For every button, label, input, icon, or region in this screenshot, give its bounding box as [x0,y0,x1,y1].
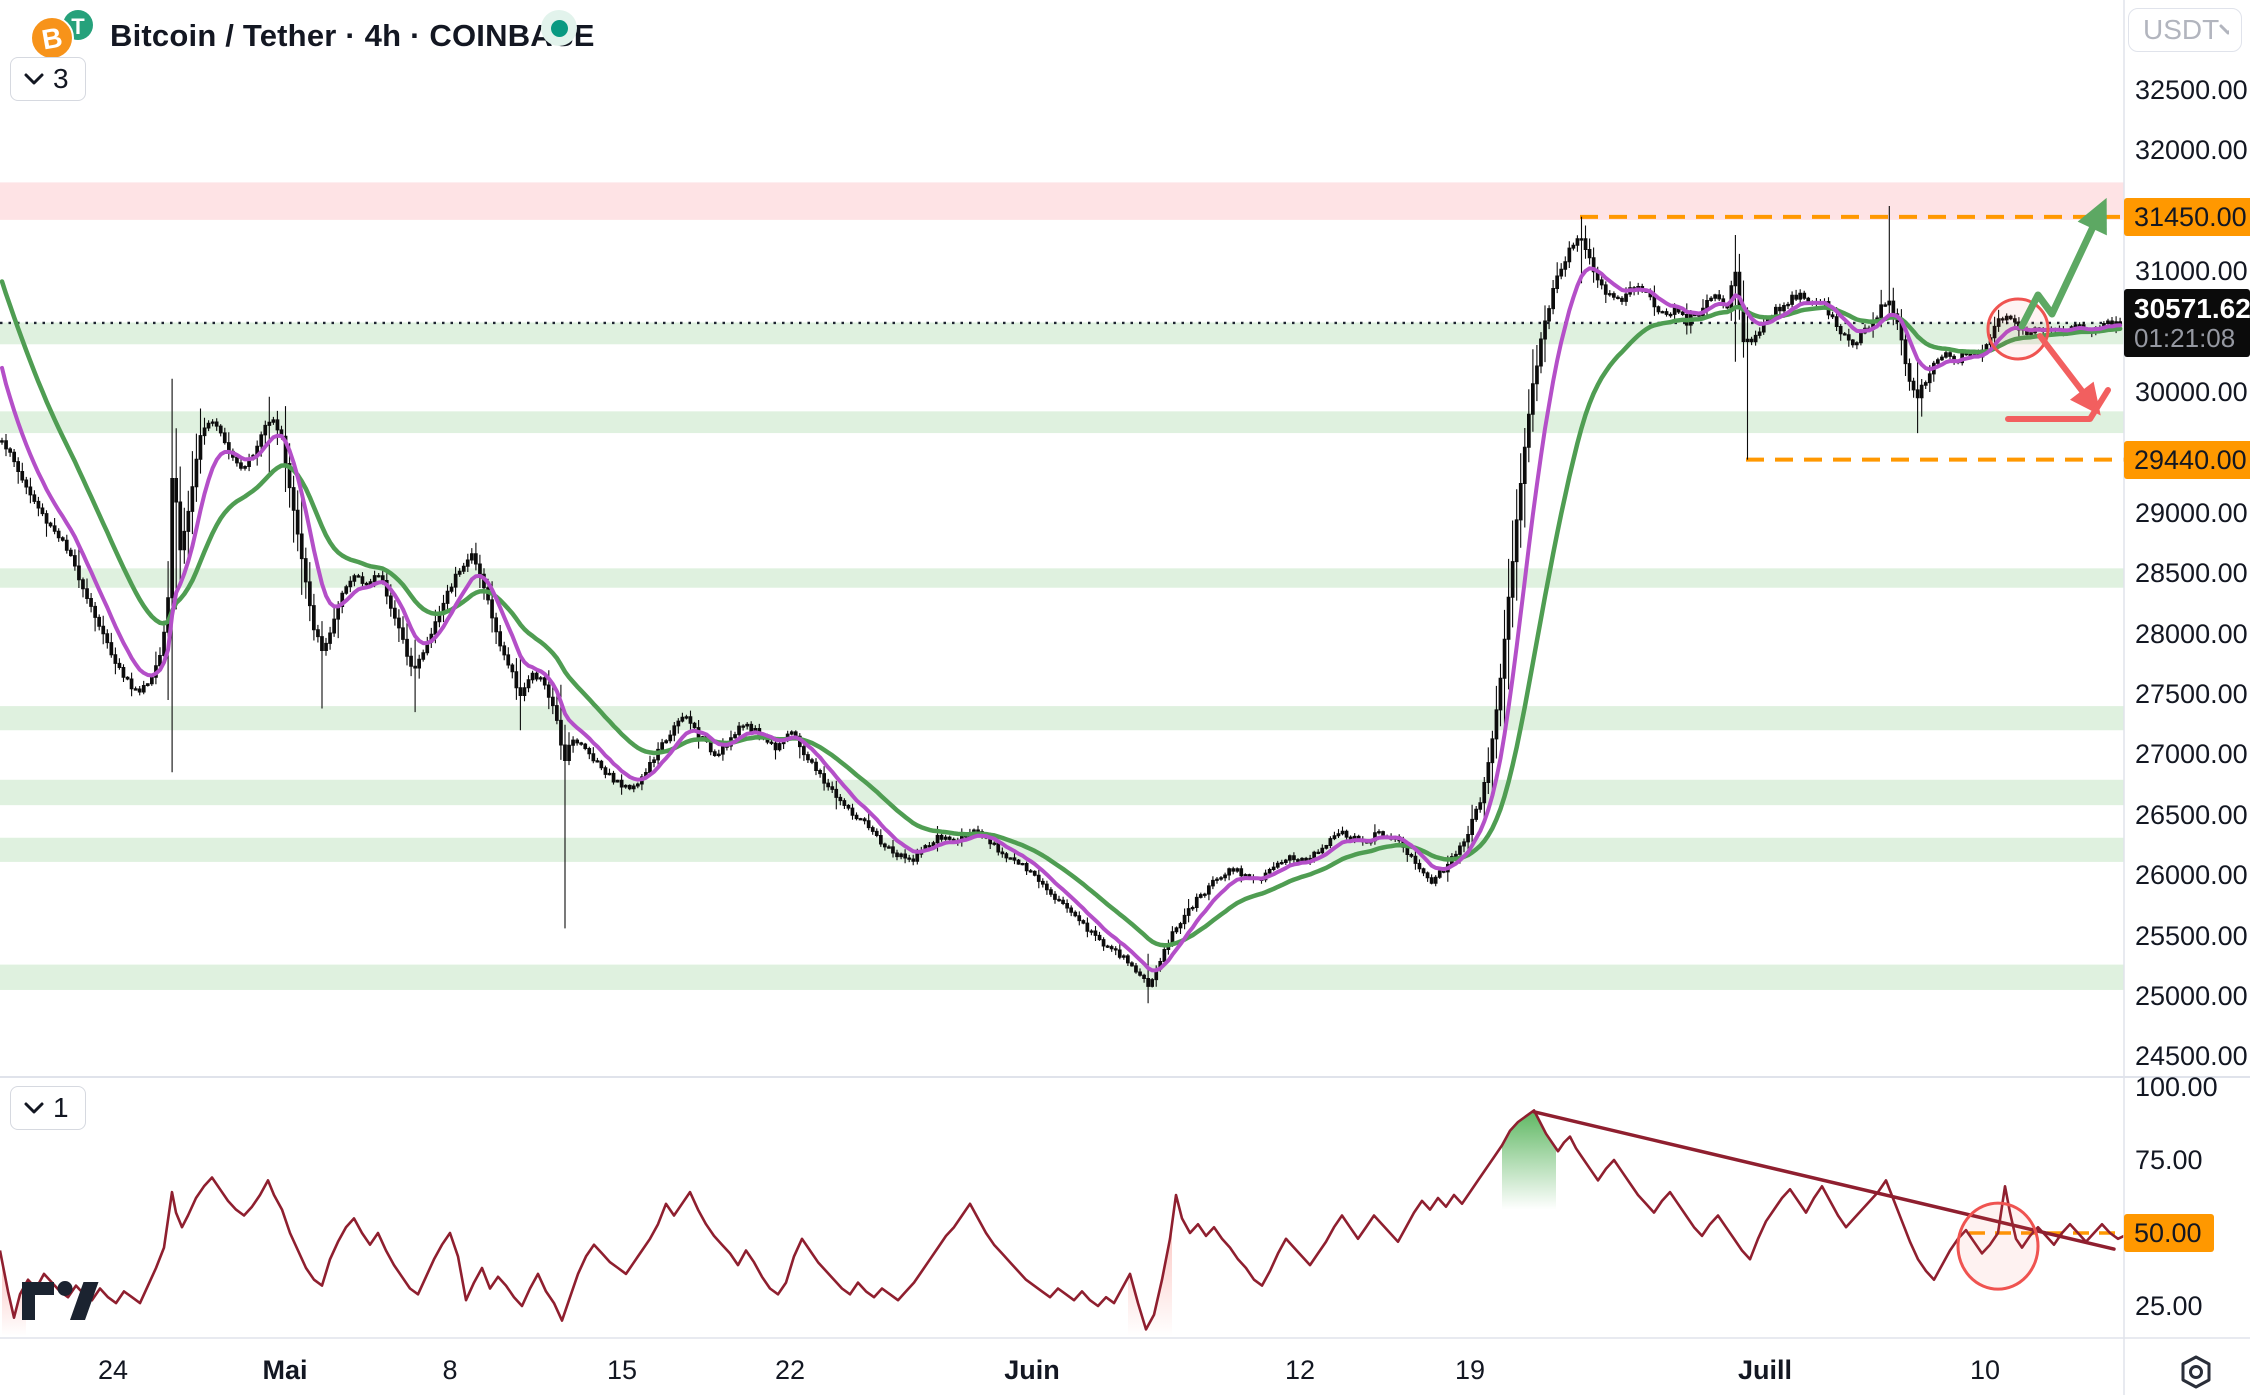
time-axis-tick[interactable]: 22 [774,1355,806,1385]
price-scale-tick: 32000.00 [2135,135,2248,166]
price-scale-tick: 32500.00 [2135,75,2248,105]
oscillator-line[interactable] [0,1109,2125,1331]
indicators-count: 3 [53,63,69,94]
time-axis-tick[interactable]: 10 [1969,1355,2001,1385]
bitcoin-tether-icon: T B [30,10,93,60]
level-zone [0,568,2124,588]
chevron-down-icon [2219,24,2229,35]
market-status[interactable] [541,10,577,46]
tradingview-logo[interactable] [20,1278,100,1324]
time-axis-tick[interactable]: Mai [262,1355,308,1385]
time-axis-tick[interactable]: 8 [442,1355,458,1385]
bar-countdown: 01:21:08 [2134,322,2236,353]
price-highlight-circle[interactable] [1986,297,2050,361]
time-axis-tick[interactable]: Juin [1004,1355,1060,1385]
oscillator-trendline[interactable] [1532,1110,2116,1251]
oscillator-count: 1 [53,1092,69,1123]
level-zone [0,322,2124,345]
currency-select[interactable]: USDT [2128,8,2242,52]
price-scale-tick: 24500.00 [2135,1041,2248,1072]
level-zone [0,706,2124,731]
price-scale-tick: 26000.00 [2135,860,2248,891]
price-scale-tick: 30000.00 [2135,377,2248,407]
price-scale-tick: 29000.00 [2135,497,2248,528]
oscillator-collapse-button[interactable]: 1 [10,1086,86,1130]
last-price-value: 30571.62 [2134,292,2250,324]
oscillator-dip-fill [1128,1224,1172,1336]
arrowhead-icon [2069,381,2101,416]
price-level-label: 29440.00 [2124,440,2250,479]
ma-line-fast[interactable] [0,266,2123,973]
price-scale-tick: 27000.00 [2135,739,2248,770]
level-zone [0,837,2124,862]
oscillator-scale-tick: 75.00 [2135,1145,2203,1175]
ma-line-slow[interactable] [0,279,2123,948]
symbol-legend[interactable]: T B Bitcoin / Tether · 4h · COINBASE [14,6,595,66]
level-zone [0,779,2124,806]
price-scale-tick: 28500.00 [2135,558,2248,589]
time-axis-tick[interactable]: 24 [97,1355,129,1385]
level-zone [0,964,2124,990]
arrowhead-icon [2077,197,2107,236]
symbol-title: Bitcoin / Tether · 4h · COINBASE [110,18,595,53]
price-scale-tick: 25500.00 [2135,920,2248,951]
bullish-scenario-arrow[interactable] [2018,208,2104,330]
oscillator-highlight-circle[interactable] [1956,1201,2040,1291]
last-price-label: 30571.62 01:21:08 [2124,288,2250,357]
oscillator-scale-tick: 25.00 [2135,1291,2203,1321]
indicators-collapse-button[interactable]: 3 [10,57,86,101]
time-axis-tick[interactable]: Juill [1737,1355,1792,1385]
price-scale-tick: 31000.00 [2135,256,2248,287]
price-scale-tick: 28000.00 [2135,618,2248,649]
candle-bodies [0,238,2122,987]
time-axis-tick[interactable]: 19 [1454,1355,1486,1385]
svg-text:T: T [71,14,85,39]
level-zone [0,182,2124,220]
market-open-dot-icon [550,19,568,37]
symbol-icon-pair: T B [14,6,96,66]
time-axis-tick[interactable]: 15 [606,1355,638,1385]
oscillator-dip-fill [2,1260,26,1336]
oscillator-level-label: 50.00 [2124,1214,2214,1252]
price-scale-tick: 27500.00 [2135,679,2248,709]
oscillator-scale-tick: 100.00 [2135,1072,2218,1102]
price-scale-tick: 25000.00 [2135,981,2248,1011]
time-axis-tick[interactable]: 12 [1284,1355,1316,1385]
price-level-label: 31450.00 [2124,197,2250,236]
timezone-gear-icon[interactable] [2176,1354,2216,1392]
chevron-down-icon [24,73,44,85]
oscillator-peak-fill [1502,1110,1556,1210]
bearish-arrow-tail [2005,387,2111,422]
currency-label: USDT [2143,14,2220,45]
price-scale-tick: 26500.00 [2135,799,2248,830]
level-zone [0,411,2124,434]
chevron-down-icon [24,1102,44,1114]
